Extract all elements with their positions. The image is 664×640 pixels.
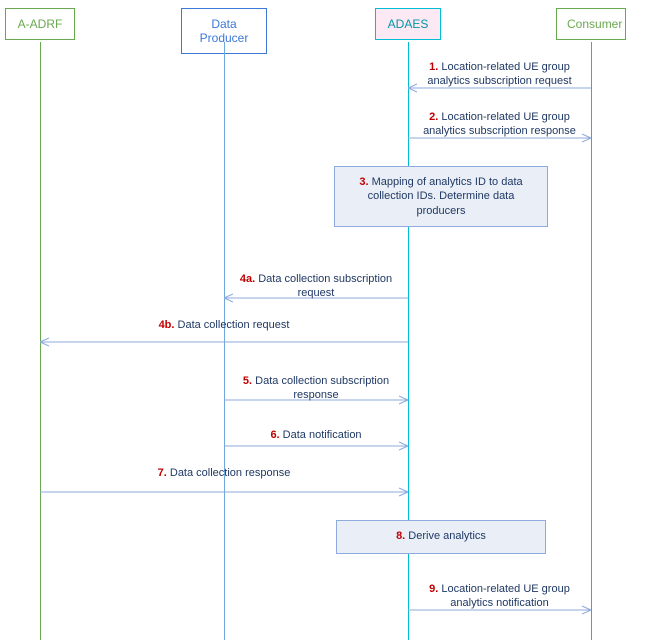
step-text: Location-related UE group analytics subs…	[427, 61, 571, 87]
participant-consumer: Consumer	[556, 8, 626, 40]
message-4a-label: 4a. Data collection subscription request	[232, 272, 400, 301]
message-4b-label: 4b. Data collection request	[48, 318, 400, 332]
lifeline-aadrf	[40, 42, 41, 640]
lifeline-consumer	[591, 42, 592, 640]
step-number: 4b.	[159, 319, 178, 331]
message-2-label: 2. Location-related UE group analytics s…	[416, 110, 583, 139]
step-number: 8.	[396, 530, 408, 542]
message-6-label: 6. Data notification	[232, 428, 400, 442]
message-1-label: 1. Location-related UE group analytics s…	[416, 60, 583, 89]
sequence-diagram: A-ADRFData ProducerADAESConsumer1. Locat…	[0, 0, 664, 640]
step-text: Mapping of analytics ID to data collecti…	[368, 176, 523, 217]
step-number: 4a.	[240, 273, 258, 285]
participant-aadrf: A-ADRF	[5, 8, 75, 40]
message-7-label: 7. Data collection response	[48, 466, 400, 480]
step-number: 1.	[429, 61, 441, 73]
step-number: 7.	[158, 467, 170, 479]
step-number: 3.	[359, 176, 371, 188]
note-3: 3. Mapping of analytics ID to data colle…	[334, 166, 548, 227]
step-number: 2.	[429, 111, 441, 123]
step-text: Data collection subscription request	[258, 273, 392, 299]
note-8: 8. Derive analytics	[336, 520, 546, 554]
participant-adaes: ADAES	[375, 8, 441, 40]
message-5-label: 5. Data collection subscription response	[232, 374, 400, 403]
step-text: Derive analytics	[408, 530, 486, 542]
step-text: Data collection subscription response	[255, 375, 389, 401]
step-text: Data collection response	[170, 467, 290, 479]
lifeline-producer	[224, 42, 225, 640]
step-text: Data collection request	[178, 319, 290, 331]
step-number: 5.	[243, 375, 255, 387]
message-9-label: 9. Location-related UE group analytics n…	[416, 582, 583, 611]
step-number: 6.	[270, 429, 282, 441]
step-text: Location-related UE group analytics subs…	[423, 111, 576, 137]
step-text: Location-related UE group analytics noti…	[441, 583, 569, 609]
step-text: Data notification	[283, 429, 362, 441]
step-number: 9.	[429, 583, 441, 595]
